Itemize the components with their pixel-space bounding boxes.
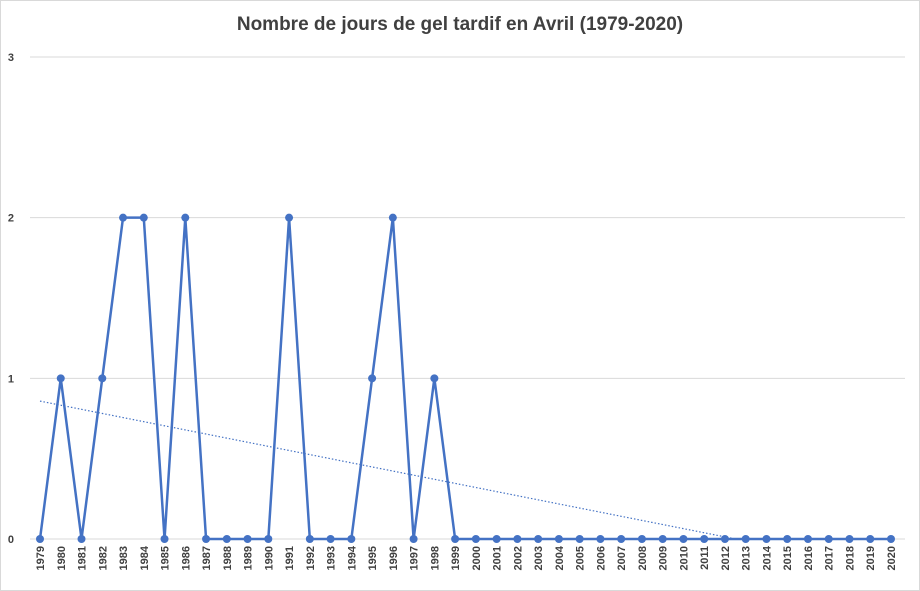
data-point [492, 535, 501, 543]
data-point [264, 535, 273, 543]
x-tick-label: 2016 [803, 546, 815, 570]
data-point [119, 213, 128, 222]
data-point [783, 535, 792, 543]
data-point [430, 374, 439, 383]
data-point [824, 535, 833, 543]
x-tick-label: 2013 [741, 546, 753, 570]
x-tick-label: 1991 [284, 546, 296, 570]
data-point [679, 535, 688, 543]
x-tick-label: 1989 [243, 546, 255, 570]
data-point [534, 535, 543, 543]
data-point [305, 535, 314, 543]
x-tick-label: 2007 [616, 546, 628, 570]
x-tick-label: 2001 [492, 546, 504, 570]
data-point [347, 535, 356, 543]
x-tick-label: 2002 [512, 546, 524, 570]
data-point [409, 535, 418, 543]
x-tick-label: 2011 [699, 546, 711, 570]
data-point [617, 535, 626, 543]
data-point [887, 535, 895, 543]
data-point [554, 535, 563, 543]
x-tick-label: 1983 [118, 546, 130, 570]
x-tick-label: 1994 [346, 545, 358, 570]
data-point [720, 535, 729, 543]
x-tick-label: 2009 [658, 546, 670, 570]
data-point [222, 535, 231, 543]
data-point [866, 535, 875, 543]
data-point [471, 535, 480, 543]
x-tick-label: 2018 [844, 546, 856, 570]
y-tick-label: 1 [8, 373, 14, 385]
x-tick-label: 2019 [865, 546, 877, 570]
data-point [637, 535, 646, 543]
data-point [803, 535, 812, 543]
data-point [77, 535, 86, 543]
x-tick-label: 1980 [56, 546, 68, 570]
x-tick-label: 2006 [595, 546, 607, 570]
x-tick-label: 1979 [35, 546, 47, 570]
trendline [39, 400, 736, 540]
x-tick-label: 2004 [554, 545, 566, 570]
data-point [160, 535, 169, 543]
data-point [700, 535, 709, 543]
x-tick-label: 1992 [305, 546, 317, 570]
x-tick-label: 1998 [429, 546, 441, 570]
x-tick-label: 1987 [201, 546, 213, 570]
data-point [285, 213, 294, 222]
data-point [202, 535, 211, 543]
x-tick-label: 2017 [824, 546, 836, 570]
trendline-layer [39, 400, 736, 540]
y-tick-label: 2 [8, 213, 14, 225]
x-tick-label: 1990 [263, 546, 275, 570]
data-point [243, 535, 252, 543]
gridlines [30, 56, 905, 540]
x-tick-label: 1993 [326, 546, 338, 570]
data-point [181, 213, 190, 222]
series-layer [36, 213, 895, 543]
x-tick-label: 1996 [388, 546, 400, 570]
x-tick-label: 2005 [575, 546, 587, 570]
x-tick-label: 1997 [409, 546, 421, 570]
data-point [139, 213, 148, 222]
x-tick-label: 1999 [450, 546, 462, 570]
x-tick-label: 2020 [886, 546, 898, 570]
data-point [326, 535, 335, 543]
data-point [56, 374, 65, 383]
x-axis-ticks: 1979 1980 1981 1982 1983 1984 1985 1986 1987 1988… [35, 545, 898, 570]
chart-title: Nombre de jours de gel tardif en Avril (… [236, 14, 684, 35]
data-point [513, 535, 522, 543]
data-point [596, 535, 605, 543]
x-tick-label: 2000 [471, 546, 483, 570]
data-point [98, 374, 107, 383]
data-point [741, 535, 750, 543]
x-tick-label: 1985 [160, 546, 172, 570]
x-tick-label: 1988 [222, 546, 234, 570]
data-point [36, 535, 44, 543]
x-tick-label: 2015 [782, 546, 794, 570]
x-tick-label: 2012 [720, 546, 732, 570]
x-tick-label: 1981 [77, 546, 89, 570]
y-tick-label: 3 [8, 52, 14, 64]
data-point [762, 535, 771, 543]
x-tick-label: 2010 [678, 546, 690, 570]
x-tick-label: 1982 [97, 546, 109, 570]
data-point [575, 535, 584, 543]
data-point [658, 535, 667, 543]
data-point [368, 374, 377, 383]
x-tick-label: 2008 [637, 546, 649, 570]
data-point [845, 535, 854, 543]
x-tick-label: 1986 [180, 546, 192, 570]
y-axis-ticks: 0 1 2 3 [8, 52, 14, 546]
x-tick-label: 1995 [367, 546, 379, 570]
x-tick-label: 1984 [139, 545, 151, 570]
x-tick-label: 2014 [761, 545, 773, 570]
data-point [451, 535, 460, 543]
data-point [388, 213, 397, 222]
x-tick-label: 2003 [533, 546, 545, 570]
y-tick-label: 0 [8, 534, 14, 546]
